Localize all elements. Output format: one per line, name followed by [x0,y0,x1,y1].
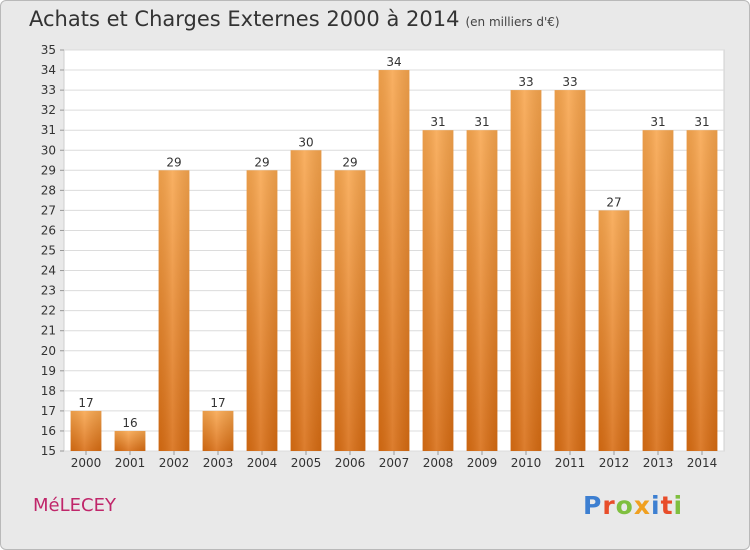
logo-letter: i [651,491,661,520]
bar-shading [290,150,322,451]
bar-shading [686,130,718,451]
bar-value-label: 31 [474,115,489,129]
bar-value-label: 34 [386,55,401,69]
bars: 17 16 29 17 29 30 29 34 31 31 33 33 27 31 31 [70,55,718,452]
y-tick-label: 23 [41,284,56,298]
x-tick-label: 2007 [379,456,410,470]
bar-value-label: 29 [254,155,269,169]
bar-shading [202,410,234,451]
bar-value-label: 27 [606,195,621,209]
bar-value-label: 33 [518,75,533,89]
y-tick-label: 33 [41,83,56,97]
bar-value-label: 33 [562,75,577,89]
y-tick-label: 31 [41,123,56,137]
y-tick-label: 30 [41,143,56,157]
x-tick-label: 2005 [291,456,322,470]
bar-value-label: 31 [650,115,665,129]
bar-value-label: 17 [210,396,225,410]
y-tick-label: 19 [41,364,56,378]
x-tick-label: 2001 [115,456,146,470]
bar-shading [70,410,102,451]
bar-shading [422,130,454,451]
x-tick-label: 2010 [511,456,542,470]
y-axis: 15 16 17 18 19 20 21 22 23 24 25 26 27 28 29 30 31 32 33 34… [41,43,64,458]
x-tick-label: 2006 [335,456,366,470]
bar-value-label: 29 [342,155,357,169]
y-tick-label: 29 [41,163,56,177]
y-tick-label: 35 [41,43,56,57]
x-tick-label: 2014 [687,456,718,470]
x-tick-label: 2000 [71,456,102,470]
bar-shading [114,430,146,451]
subtitle-text: (en milliers d'€) [465,15,560,29]
y-tick-label: 24 [41,264,56,278]
x-tick-label: 2002 [159,456,190,470]
bar-value-label: 17 [78,396,93,410]
x-axis: 2000 2001 2002 2003 2004 2005 2006 2007 2008 2009… [71,451,718,470]
x-tick-label: 2009 [467,456,498,470]
y-tick-label: 26 [41,223,56,237]
y-tick-label: 18 [41,384,56,398]
y-tick-label: 16 [41,424,56,438]
logo-letter: x [633,491,651,520]
x-tick-label: 2011 [555,456,586,470]
bar-value-label: 31 [694,115,709,129]
logo-letter: i [673,491,684,520]
town-name: MéLECEY [33,495,116,516]
bar-value-label: 16 [122,416,137,430]
bar-shading [642,130,674,451]
y-tick-label: 15 [41,444,56,458]
y-tick-label: 28 [41,183,56,197]
bar-shading [246,170,278,452]
logo-letter: t [660,491,674,520]
bar-value-label: 29 [166,155,181,169]
x-tick-label: 2004 [247,456,278,470]
bar-value-label: 30 [298,135,313,149]
y-tick-label: 25 [41,244,56,258]
bar-shading [554,90,586,451]
y-tick-label: 20 [41,344,56,358]
bar-shading [510,90,542,451]
bar-shading [466,130,498,451]
logo-letter: o [615,491,634,520]
chart-title: Achats et Charges Externes 2000 à 2014 (e… [29,7,560,31]
y-tick-label: 27 [41,203,56,217]
x-tick-label: 2012 [599,456,630,470]
x-tick-label: 2008 [423,456,454,470]
proxiti-logo: Proxiti [583,491,683,520]
logo-letter: r [602,491,616,520]
bar-shading [334,170,366,452]
bar-shading [158,170,190,452]
y-tick-label: 21 [41,324,56,338]
bar-shading [598,210,630,451]
bar-value-label: 31 [430,115,445,129]
y-tick-label: 32 [41,103,56,117]
bar-shading [378,70,410,452]
logo-letter: P [583,491,603,520]
y-tick-label: 34 [41,63,56,77]
title-text: Achats et Charges Externes 2000 à 2014 [29,7,460,31]
y-tick-label: 17 [41,404,56,418]
x-tick-label: 2013 [643,456,674,470]
x-tick-label: 2003 [203,456,234,470]
y-tick-label: 22 [41,304,56,318]
